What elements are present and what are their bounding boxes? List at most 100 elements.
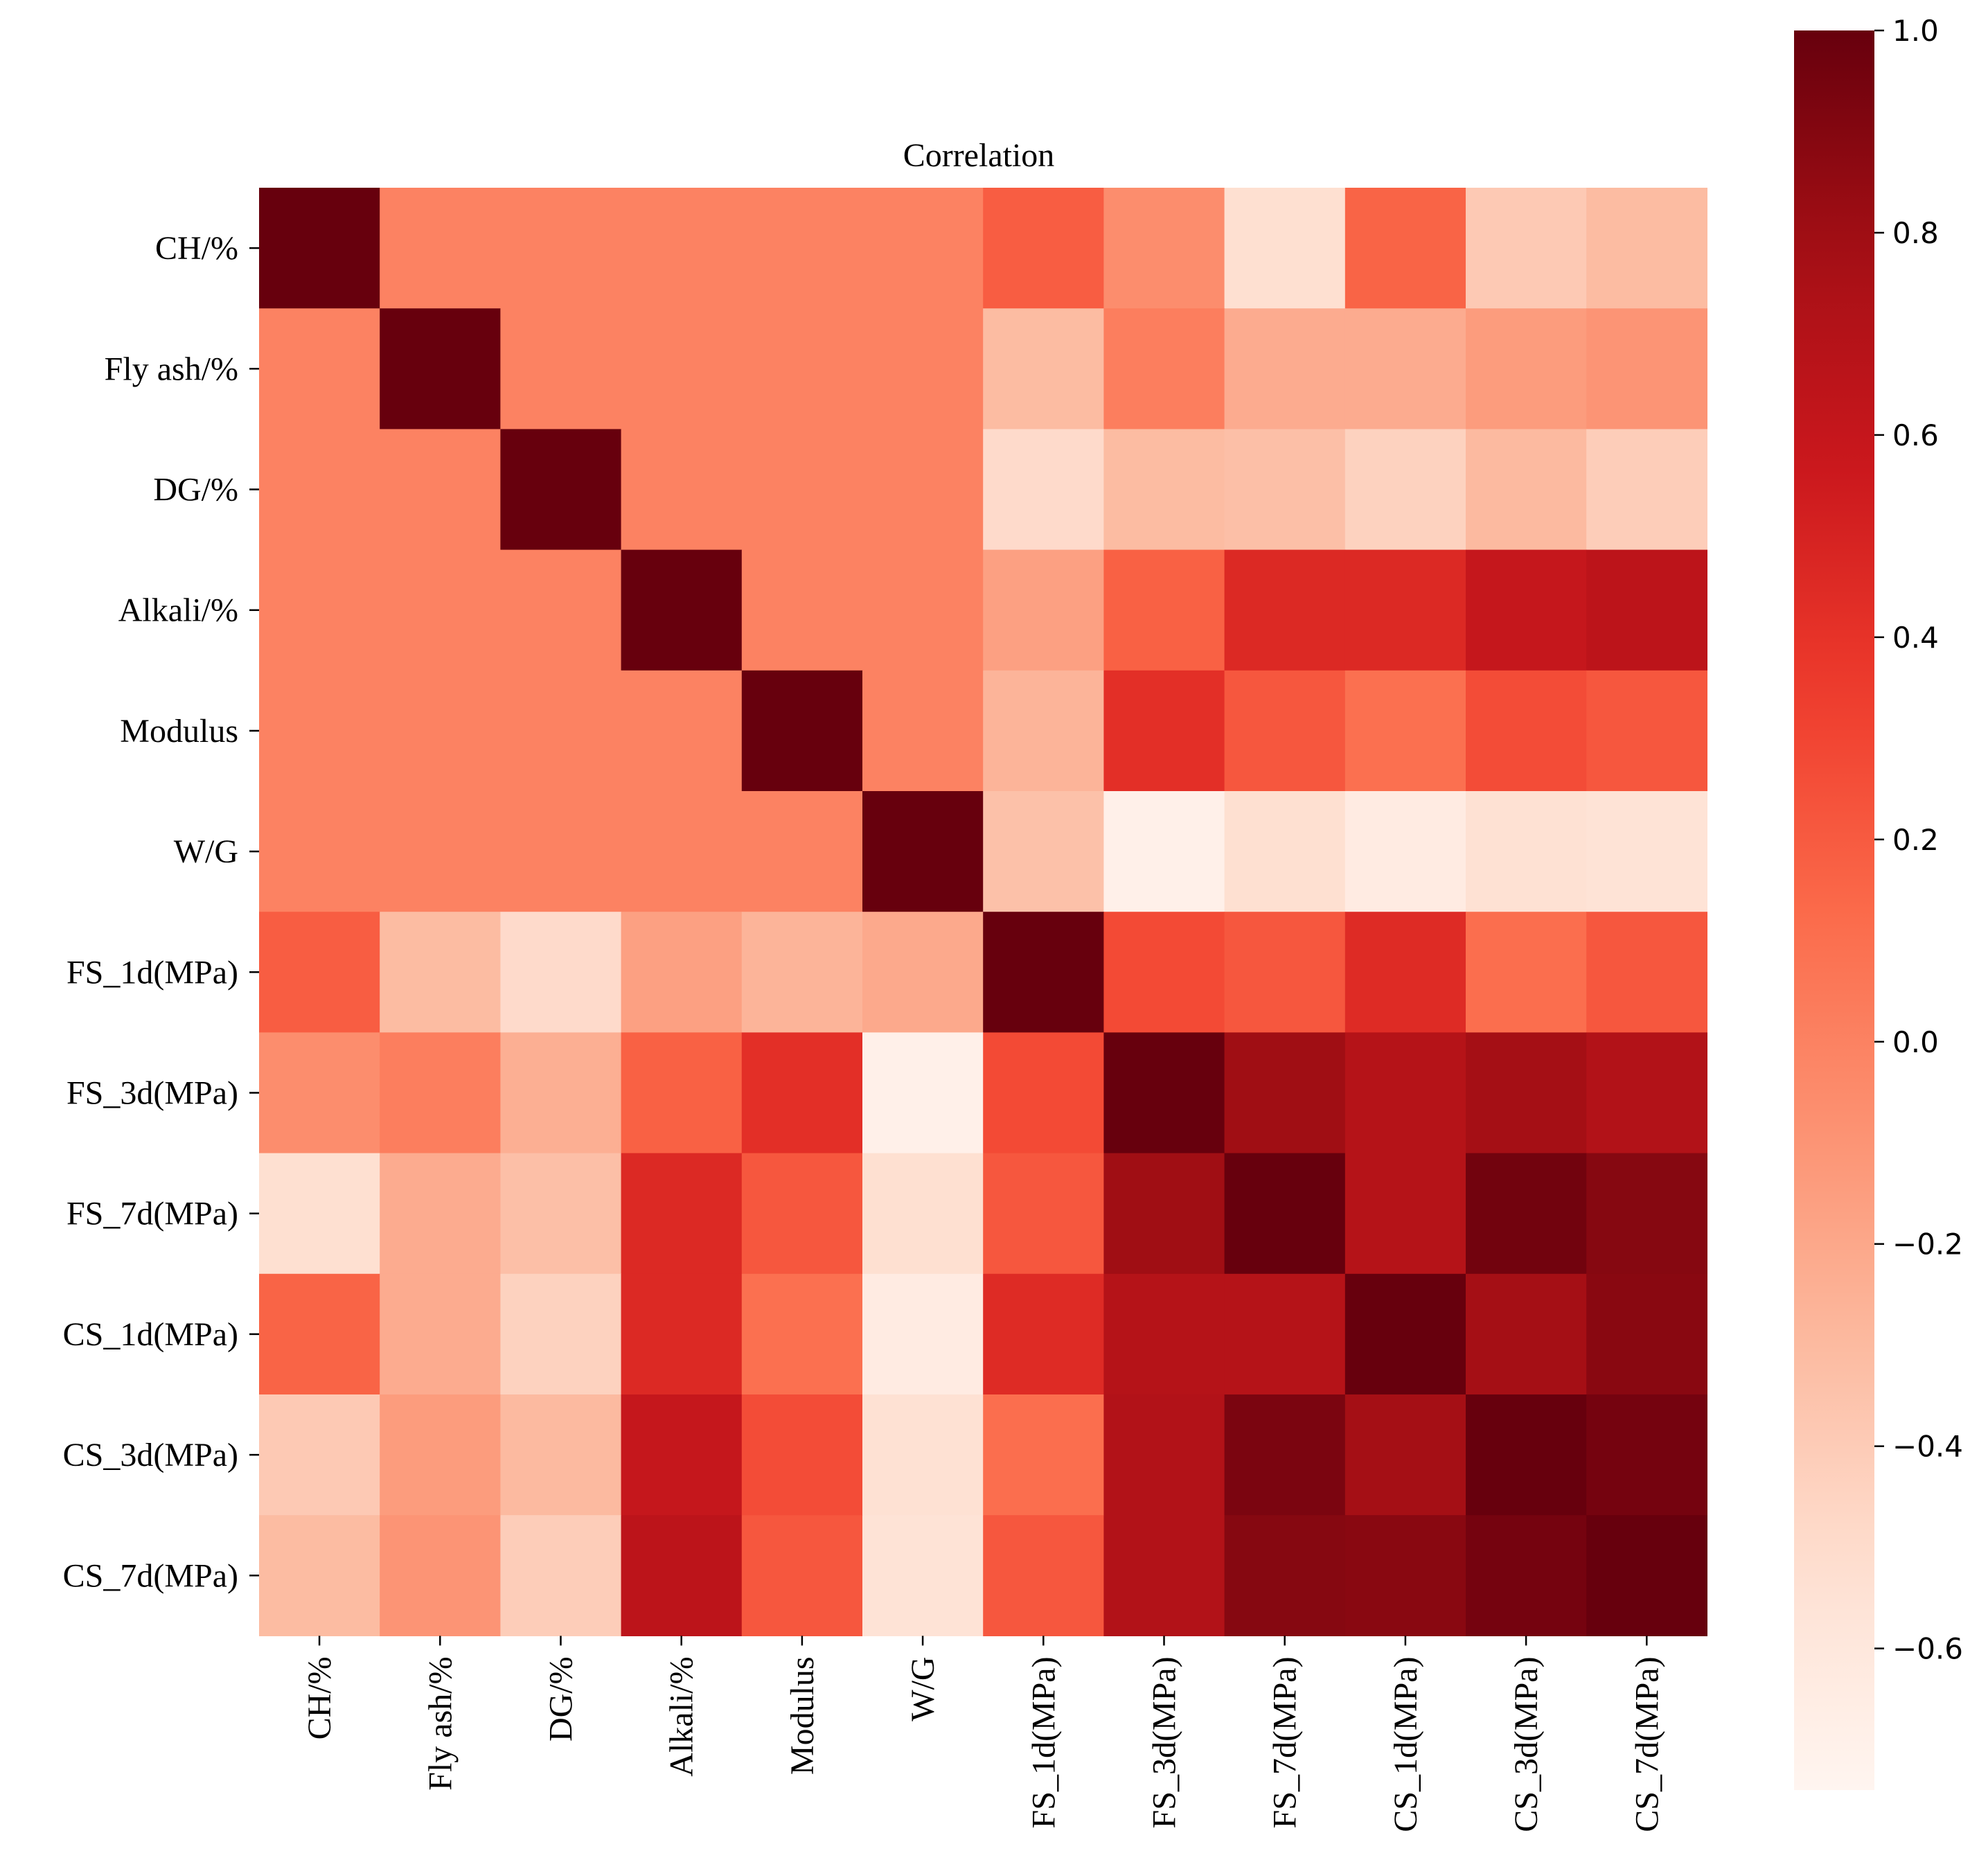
heatmap-cell (259, 670, 380, 792)
y-axis: CH/% Fly ash/% DG/% Alkali/% Modulus W/G FS_1d… (63, 230, 259, 1594)
heatmap-cell (1586, 1273, 1707, 1395)
heatmap-cell (862, 1032, 984, 1154)
heatmap-cell (1344, 188, 1466, 309)
heatmap-cell (259, 188, 380, 309)
x-label-ch: CH/% (301, 1656, 338, 1739)
colorbar-tick-label: 0.4 (1892, 621, 1939, 655)
colorbar-tick-label: −0.2 (1892, 1228, 1963, 1261)
heatmap-cell (380, 670, 501, 792)
heatmap-cell (621, 549, 743, 671)
heatmap-cell (1586, 429, 1707, 551)
heatmap-cell (1224, 1515, 1346, 1636)
heatmap-cell (500, 549, 622, 671)
heatmap-cell (500, 188, 622, 309)
heatmap-cell (1103, 1273, 1225, 1395)
heatmap-cell (983, 1032, 1104, 1154)
heatmap-cell (983, 308, 1104, 429)
heatmap-cell (259, 1032, 380, 1154)
heatmap-cell (1466, 1273, 1587, 1395)
heatmap-cell (380, 1153, 501, 1275)
heatmap-cell (1344, 1515, 1466, 1636)
colorbar-tick-label: −0.6 (1892, 1632, 1963, 1666)
y-label-cs-3d-mpa: CS_3d(MPa) (63, 1437, 238, 1473)
heatmap-cell (380, 549, 501, 671)
heatmap-cell (862, 1515, 984, 1636)
heatmap-cell (983, 188, 1104, 309)
heatmap-cell (1466, 308, 1587, 429)
heatmap-cell (1103, 670, 1225, 792)
colorbar-tick-label: 0.0 (1892, 1025, 1939, 1059)
heatmap-cell (259, 1273, 380, 1395)
heatmap-cell (1224, 188, 1346, 309)
heatmap-cell (1344, 670, 1466, 792)
heatmap-cell (741, 188, 863, 309)
heatmap-cell (862, 1153, 984, 1275)
colorbar-tick-label: 1.0 (1892, 14, 1939, 48)
heatmap-cell (1103, 1394, 1225, 1516)
heatmap-cell (862, 670, 984, 792)
heatmap-cell (1224, 1394, 1346, 1516)
heatmap-cell (983, 791, 1104, 912)
y-label-cs-7d-mpa: CS_7d(MPa) (63, 1557, 238, 1594)
heatmap-cell (1224, 308, 1346, 429)
heatmap-cell (1344, 429, 1466, 551)
heatmap-cell (983, 429, 1104, 551)
heatmap-cell (1224, 912, 1346, 1033)
x-label-alkali: Alkali/% (664, 1656, 700, 1776)
heatmap-cell (741, 791, 863, 912)
heatmap-cell (983, 1515, 1104, 1636)
heatmap-cell (621, 429, 743, 551)
heatmap-cell (983, 549, 1104, 671)
heatmap-cell (862, 1394, 984, 1516)
heatmap-cell (1344, 1032, 1466, 1154)
heatmap-cell (741, 1515, 863, 1636)
x-label-fs-1d-mpa: FS_1d(MPa) (1025, 1656, 1062, 1828)
heatmap-cell (1103, 1032, 1225, 1154)
y-label-alkali: Alkali/% (118, 592, 238, 629)
heatmap-cell (1344, 308, 1466, 429)
heatmap-cell (621, 1394, 743, 1516)
heatmap-cell (862, 1273, 984, 1395)
x-axis: CH/% Fly ash/% DG/% Alkali/% Modulus W/G FS_1d… (301, 1636, 1665, 1832)
heatmap-cell (380, 1394, 501, 1516)
heatmap-cell (983, 1394, 1104, 1516)
heatmap-cell (259, 1394, 380, 1516)
heatmap-cell (741, 1032, 863, 1154)
heatmap-cell (259, 912, 380, 1033)
heatmap-cell (380, 1032, 501, 1154)
x-label-dg: DG/% (543, 1656, 580, 1742)
heatmap-cell (862, 791, 984, 912)
heatmap-cell (1586, 791, 1707, 912)
colorbar-tick-label: −0.4 (1892, 1430, 1963, 1464)
heatmap-cell (1344, 791, 1466, 912)
heatmap-cell (1466, 188, 1587, 309)
heatmap-cell (380, 188, 501, 309)
heatmap-cell (500, 670, 622, 792)
heatmap-cell (1586, 912, 1707, 1033)
heatmap-cell (500, 1394, 622, 1516)
y-label-cs-1d-mpa: CS_1d(MPa) (63, 1316, 238, 1353)
colorbar-tick-label: 0.8 (1892, 216, 1939, 250)
heatmap-cell (1586, 670, 1707, 792)
heatmap-cell (1344, 1273, 1466, 1395)
heatmap-cell (983, 912, 1104, 1033)
heatmap-cell (380, 308, 501, 429)
heatmap-cell (500, 1153, 622, 1275)
heatmap-cell (1466, 549, 1587, 671)
heatmap-cell (621, 308, 743, 429)
heatmap-cell (1103, 429, 1225, 551)
heatmap-cell (741, 912, 863, 1033)
heatmap-cell (621, 912, 743, 1033)
heatmap-cell (1586, 1394, 1707, 1516)
heatmap-cell (1344, 912, 1466, 1033)
heatmap-cell (621, 791, 743, 912)
heatmap-cell (500, 1515, 622, 1636)
x-label-w-g: W/G (905, 1656, 941, 1721)
x-label-modulus: Modulus (784, 1656, 821, 1775)
heatmap-cell (500, 1032, 622, 1154)
heatmap-cell (621, 1273, 743, 1395)
y-label-w-g: W/G (174, 833, 238, 870)
heatmap-cell (1586, 1032, 1707, 1154)
colorbar: 1.0 0.8 0.6 0.4 0.2 0.0 −0.2 −0.4 −0.6 (1794, 14, 1963, 1790)
heatmap-cell (1344, 549, 1466, 671)
